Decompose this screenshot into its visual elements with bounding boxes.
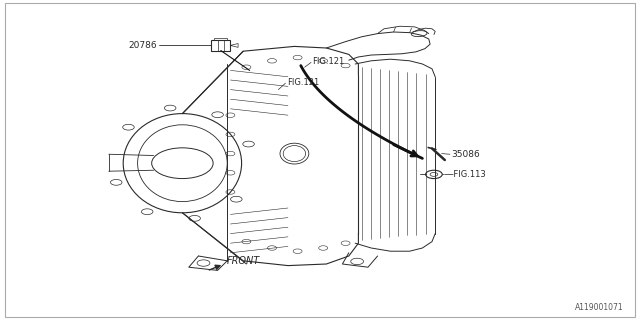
Text: 20786: 20786	[128, 41, 157, 50]
Text: ―FIG.113: ―FIG.113	[445, 170, 486, 179]
Bar	[211, 40, 230, 51]
Text: FRONT: FRONT	[227, 256, 260, 266]
Text: FIG.121: FIG.121	[312, 57, 344, 66]
Text: 35086: 35086	[451, 150, 480, 159]
Text: FIG.121: FIG.121	[287, 78, 319, 87]
Text: A119001071: A119001071	[575, 303, 624, 312]
